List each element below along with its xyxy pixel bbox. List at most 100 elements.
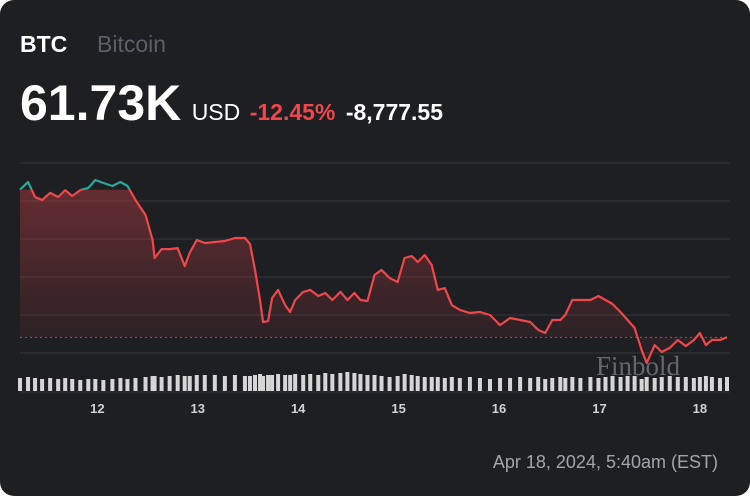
volume-bar	[308, 374, 313, 391]
x-tick-label: 13	[191, 401, 205, 416]
volume-bar	[40, 379, 45, 391]
volume-bar	[133, 378, 138, 391]
volume-bar	[301, 375, 306, 391]
volume-bar	[143, 377, 148, 391]
volume-bar	[528, 378, 533, 391]
volume-bar	[578, 378, 583, 391]
symbol: BTC	[20, 31, 67, 57]
coin-name: Bitcoin	[97, 31, 166, 57]
price-row: 61.73K USD -12.45% -8,777.55	[20, 75, 443, 131]
volume-bar	[187, 376, 192, 391]
volume-bar	[152, 376, 157, 391]
volume-bar	[48, 378, 53, 391]
volume-bar	[212, 375, 217, 391]
volume-bar	[449, 377, 454, 391]
area	[20, 189, 727, 364]
volume-bar	[222, 376, 227, 391]
volume-bar	[266, 375, 271, 391]
volume-bar	[667, 376, 672, 391]
volume-bar	[125, 379, 130, 391]
volume-bar	[508, 378, 513, 391]
volume-bar	[242, 376, 247, 391]
change: -8,777.55	[346, 99, 443, 125]
volume-bar	[518, 377, 523, 391]
volume-bar	[610, 376, 615, 391]
volume-bar	[252, 375, 257, 391]
volume-bar	[330, 374, 335, 391]
volume-bar	[18, 378, 22, 391]
volume-bar	[639, 379, 644, 391]
x-tick-label: 14	[291, 401, 306, 416]
volume-bar	[703, 376, 708, 391]
volume-bar	[118, 378, 123, 391]
volume-bar	[659, 377, 664, 391]
volume-bar	[352, 373, 357, 391]
volume-bar	[182, 376, 187, 391]
volume-bar	[110, 379, 115, 391]
x-tick-label: 12	[90, 401, 104, 416]
volume-bar	[644, 377, 649, 391]
volume-bar	[402, 374, 407, 391]
volume-bar	[675, 377, 680, 391]
volume-bar	[86, 379, 91, 391]
volume-bar	[33, 378, 38, 391]
volume-bar	[316, 375, 321, 391]
change-percent: -12.45%	[250, 99, 336, 125]
volume-bar	[365, 375, 370, 391]
volume-bar	[167, 376, 172, 391]
volume-bar	[338, 373, 343, 391]
volume-bar	[709, 377, 714, 391]
price: 61.73K	[20, 75, 181, 131]
currency: USD	[192, 99, 241, 125]
volume-bar	[442, 378, 447, 391]
volume-bar	[323, 373, 328, 391]
volume-bar	[697, 377, 702, 391]
volume-bar	[725, 377, 729, 391]
volume-bar	[247, 376, 252, 391]
volume-bar	[345, 372, 350, 391]
volume-bar	[536, 377, 541, 391]
volume-bar	[625, 376, 630, 391]
volume-bar	[467, 377, 472, 391]
volume-bar	[63, 378, 68, 391]
volume-bar	[415, 376, 420, 391]
watermark: Finbold	[596, 351, 681, 381]
volume-bar	[372, 375, 377, 391]
volume-bar	[202, 375, 207, 391]
volume-bar	[175, 375, 180, 391]
x-tick-label: 18	[693, 401, 707, 416]
price-line	[20, 189, 728, 365]
volume-bar	[159, 377, 164, 391]
volume-bar	[358, 374, 363, 391]
volume-bar	[70, 379, 75, 391]
volume-bar	[395, 376, 400, 391]
x-tick-label: 15	[391, 401, 405, 416]
volume-bar	[26, 377, 31, 391]
volume-bar	[558, 377, 563, 391]
volume-bar	[550, 378, 555, 391]
volume-bar	[232, 375, 237, 391]
volume-bar	[603, 377, 608, 391]
volume-bar	[93, 379, 98, 391]
volume-bar	[422, 377, 427, 391]
x-tick-label: 17	[592, 401, 606, 416]
x-tick-label: 16	[492, 401, 506, 416]
volume-bar	[618, 377, 623, 391]
volume-bar	[477, 378, 482, 391]
volume-bar	[457, 378, 462, 391]
volume-bar	[288, 375, 293, 391]
volume-bar	[283, 375, 288, 391]
volume-bar	[387, 377, 392, 391]
volume-bar	[379, 376, 384, 391]
volume-bar	[596, 378, 601, 391]
volume-bar	[588, 377, 593, 391]
volume-bar	[409, 375, 414, 391]
volume-bar	[435, 377, 440, 391]
volume-bar	[261, 376, 266, 391]
volume-bar	[270, 375, 275, 391]
volume-bar	[487, 379, 492, 391]
volume-bar	[717, 378, 722, 391]
